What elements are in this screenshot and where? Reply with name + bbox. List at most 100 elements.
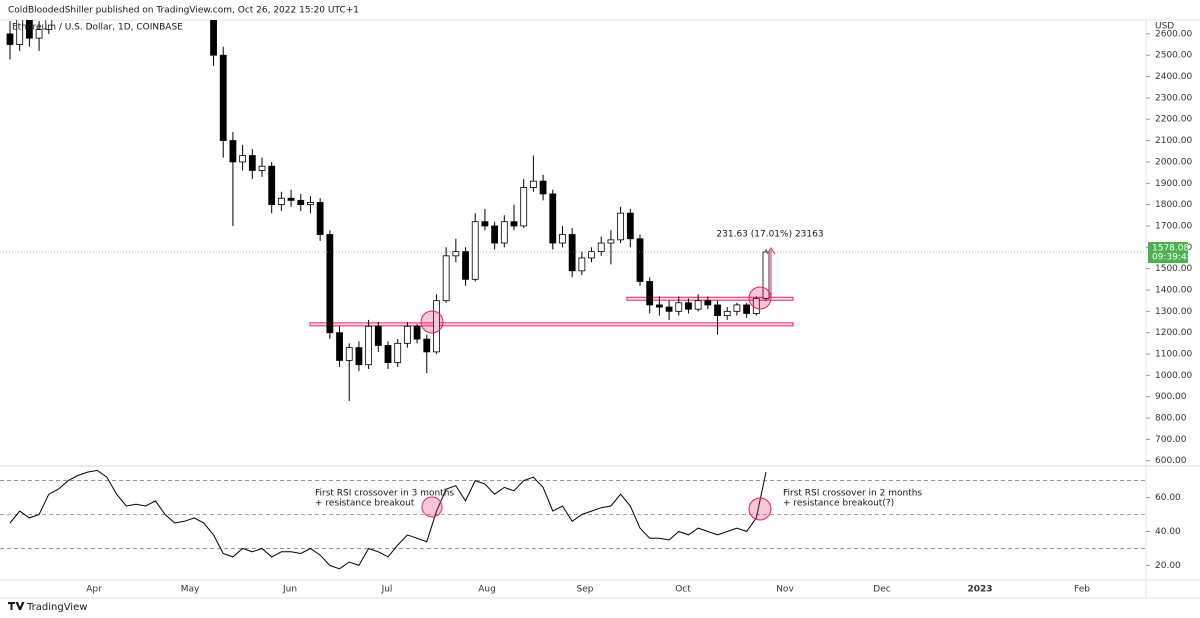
footer-logo: TradingView <box>8 602 87 613</box>
candle-body <box>675 302 683 312</box>
y-tick-label: 2100.00 <box>1155 136 1192 146</box>
y-tick-label: 2500.00 <box>1155 51 1192 61</box>
candle-body <box>607 239 615 244</box>
candle-body <box>743 304 751 314</box>
candle-body <box>646 281 654 306</box>
candle-body <box>297 199 305 206</box>
candle-body <box>336 332 343 361</box>
overlay: First RSI crossover in 3 months+ resista… <box>315 247 922 521</box>
resistance-zone <box>626 296 794 301</box>
arrow-head <box>766 247 776 255</box>
rsi-line <box>9 469 767 570</box>
x-tick-label: Dec <box>873 585 890 595</box>
y-tick-label: 700.00 <box>1155 435 1187 445</box>
annotation: First RSI crossover in 2 months <box>783 489 922 499</box>
candle-body <box>326 234 334 334</box>
candle-body <box>248 155 256 171</box>
unit-label: USD <box>1155 22 1174 32</box>
y-tick-label: 2000.00 <box>1155 157 1192 167</box>
y-tick-label: 2600.00 <box>1155 29 1192 39</box>
y-tick-label: 1200.00 <box>1155 328 1192 338</box>
x-tick-label: 2023 <box>967 585 992 595</box>
candle-body <box>287 197 295 201</box>
candle-body <box>733 304 741 312</box>
rsi-pane <box>0 469 1146 570</box>
annotation: + resistance breakout(?) <box>783 499 894 509</box>
x-tick-label: Oct <box>675 585 691 595</box>
y-tick-label: 1900.00 <box>1155 179 1192 189</box>
candle-body <box>636 238 644 282</box>
candle-body <box>491 225 499 244</box>
candle-body <box>35 29 43 39</box>
candle-body <box>559 234 566 244</box>
candle-body <box>588 251 595 259</box>
y-tick-label: 800.00 <box>1155 414 1187 424</box>
candle-body <box>452 251 460 257</box>
candle-body <box>210 20 217 56</box>
candle-body <box>471 221 479 280</box>
y-tick-label: 1000.00 <box>1155 371 1192 381</box>
price-pane <box>6 20 794 401</box>
x-tick-label: Apr <box>86 585 102 595</box>
candle-body <box>365 325 373 366</box>
y-tick-label: 40.00 <box>1155 527 1181 537</box>
y-tick-label: 1100.00 <box>1155 350 1192 360</box>
candle-body <box>520 187 528 227</box>
byline: ColdBloodedShiller published on TradingV… <box>8 6 359 16</box>
x-tick-label: Jul <box>381 585 393 595</box>
y-tick-label: 1300.00 <box>1155 307 1192 317</box>
y-tick-label: 600.00 <box>1155 456 1187 466</box>
candle-body <box>277 197 285 206</box>
candle-body <box>307 202 314 206</box>
candle-body <box>500 221 508 244</box>
candle-body <box>219 54 227 141</box>
candle-body <box>25 20 33 39</box>
y-tick-label: 1800.00 <box>1155 200 1192 210</box>
candle-body <box>714 304 721 316</box>
candle-body <box>403 325 411 344</box>
countdown-label: 09:39:45 <box>1152 252 1192 262</box>
highlight-circle <box>748 286 772 310</box>
candle-body <box>568 234 576 272</box>
candle-body <box>45 20 53 31</box>
annotation: + resistance breakout <box>315 499 415 509</box>
candle-body <box>510 221 518 227</box>
candle-body <box>16 20 24 45</box>
highlight-circle <box>748 497 772 521</box>
candle-body <box>258 165 266 171</box>
highlight-circle <box>421 496 443 518</box>
y-tick-label: 60.00 <box>1155 493 1181 503</box>
candle-body <box>655 304 663 308</box>
candle-body <box>442 255 450 302</box>
candle-body <box>597 242 605 252</box>
x-tick-label: May <box>181 585 200 595</box>
candle-body <box>549 193 557 244</box>
candle-body <box>384 345 392 363</box>
last-price-badge <box>1148 241 1188 263</box>
candle-body <box>433 300 440 353</box>
candle-body <box>462 251 469 280</box>
x-tick-label: Feb <box>1074 585 1090 595</box>
x-tick-label: Aug <box>478 585 496 595</box>
y-tick-label: 1500.00 <box>1155 264 1192 274</box>
candle-body <box>626 212 634 240</box>
y-tick-label: 2300.00 <box>1155 93 1192 103</box>
candle-body <box>355 347 363 366</box>
candle-body <box>694 300 702 310</box>
candle-body <box>529 180 537 188</box>
candle-body <box>723 310 731 316</box>
candle-body <box>239 155 247 163</box>
candle-body <box>374 325 382 346</box>
candle-body <box>685 302 692 310</box>
symbol-legend: Ethereum / U.S. Dollar, 1D, COINBASE <box>12 23 183 33</box>
x-tick-label: Nov <box>776 585 794 595</box>
candle-body <box>316 202 324 235</box>
y-tick-label: 900.00 <box>1155 392 1187 402</box>
candle-body <box>752 298 760 314</box>
y-tick-label: 20.00 <box>1155 561 1181 571</box>
x-tick-label: Sep <box>577 585 594 595</box>
candle-body <box>394 342 402 363</box>
last-price-label: 1578.08 <box>1152 243 1189 253</box>
